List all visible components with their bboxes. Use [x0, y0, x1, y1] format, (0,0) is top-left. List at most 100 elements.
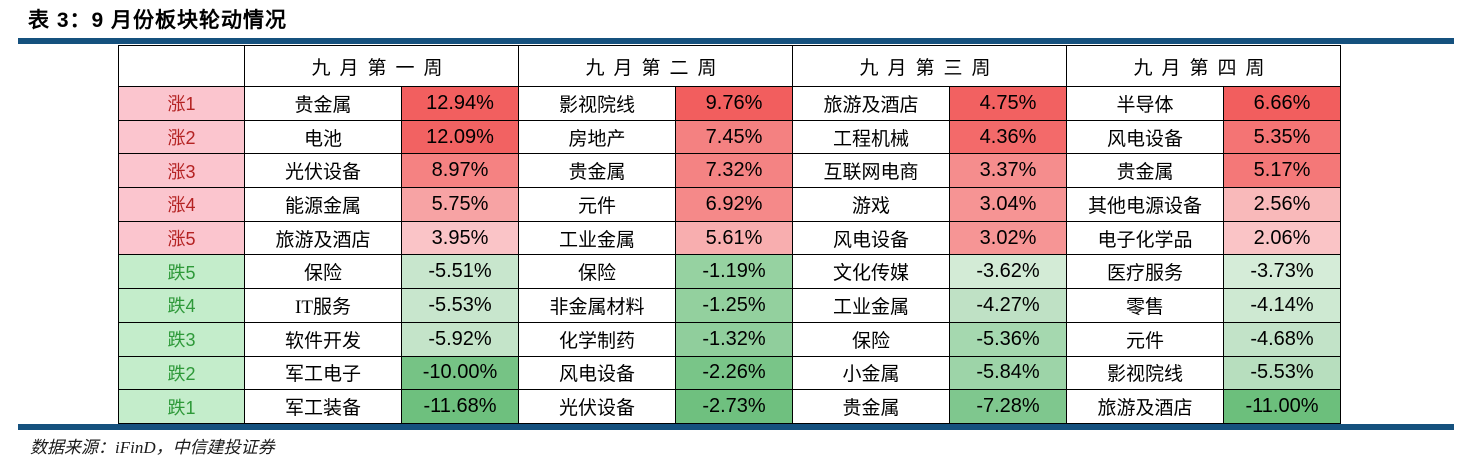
pct-cell: -5.53%: [1223, 355, 1341, 391]
pct-cell: 3.37%: [949, 153, 1067, 189]
pct-cell: -10.00%: [401, 355, 519, 391]
sector-cell: 保险: [518, 254, 676, 290]
pct-cell: 9.76%: [675, 86, 793, 121]
table-row: 跌1 军工装备 -11.68% 光伏设备 -2.73% 贵金属 -7.28% 旅游及酒店 -11…: [118, 389, 1341, 424]
sector-cell: 其他电源设备: [1066, 187, 1224, 222]
pct-cell: 12.09%: [401, 119, 519, 155]
table-row: 涨3 光伏设备 8.97% 贵金属 7.32% 互联网电商 3.37% 贵金属 5.17%: [118, 153, 1341, 189]
pct-cell: -2.73%: [675, 389, 793, 424]
table-row: 跌2 军工电子 -10.00% 风电设备 -2.26% 小金属 -5.84% 影视院线 -5.5…: [118, 355, 1341, 391]
rank-label-cell: 跌1: [118, 389, 245, 424]
table-row: 涨5 旅游及酒店 3.95% 工业金属 5.61% 风电设备 3.02% 电子化学品 2.06%: [118, 220, 1341, 256]
sector-cell: 旅游及酒店: [244, 220, 402, 256]
sector-cell: 保险: [244, 254, 402, 290]
table-row: 涨4 能源金属 5.75% 元件 6.92% 游戏 3.04% 其他电源设备 2.56%: [118, 187, 1341, 222]
week-header-row: 九月第一周 九月第二周 九月第三周 九月第四周: [118, 45, 1341, 87]
table-body: 涨1 贵金属 12.94% 影视院线 9.76% 旅游及酒店 4.75% 半导体 6.66% 涨2…: [118, 86, 1341, 424]
week-header: 九月第三周: [792, 45, 1067, 87]
pct-cell: -4.27%: [949, 288, 1067, 323]
sector-cell: 旅游及酒店: [1066, 389, 1224, 424]
sector-cell: 零售: [1066, 288, 1224, 323]
week-header: 九月第二周: [518, 45, 793, 87]
sector-cell: 元件: [518, 187, 676, 222]
table-title: 表 3：9 月份板块轮动情况: [28, 9, 288, 32]
pct-cell: -3.62%: [949, 254, 1067, 290]
pct-cell: 4.36%: [949, 119, 1067, 155]
sector-cell: 工业金属: [792, 288, 950, 323]
sector-cell: 半导体: [1066, 86, 1224, 121]
rank-label-cell: 涨5: [118, 220, 245, 256]
pct-cell: -1.25%: [675, 288, 793, 323]
sector-cell: 贵金属: [244, 86, 402, 121]
table-row: 跌4 IT服务 -5.53% 非金属材料 -1.25% 工业金属 -4.27% 零售 -4.14…: [118, 288, 1341, 323]
pct-cell: 3.02%: [949, 220, 1067, 256]
pct-cell: -2.26%: [675, 355, 793, 391]
table-row: 跌5 保险 -5.51% 保险 -1.19% 文化传媒 -3.62% 医疗服务 -3.73%: [118, 254, 1341, 290]
pct-cell: 5.17%: [1223, 153, 1341, 189]
sector-cell: 工程机械: [792, 119, 950, 155]
sector-cell: 贵金属: [792, 389, 950, 424]
pct-cell: -5.84%: [949, 355, 1067, 391]
sector-cell: 小金属: [792, 355, 950, 391]
pct-cell: -5.36%: [949, 321, 1067, 357]
pct-cell: 7.45%: [675, 119, 793, 155]
sector-cell: 电子化学品: [1066, 220, 1224, 256]
sector-cell: 旅游及酒店: [792, 86, 950, 121]
pct-cell: -5.92%: [401, 321, 519, 357]
pct-cell: -11.68%: [401, 389, 519, 424]
pct-cell: -5.53%: [401, 288, 519, 323]
data-source-note: 数据来源：iFinD，中信建投证券: [30, 438, 275, 457]
sector-cell: 非金属材料: [518, 288, 676, 323]
sector-cell: 风电设备: [1066, 119, 1224, 155]
sector-cell: 风电设备: [518, 355, 676, 391]
rank-label-cell: 涨3: [118, 153, 245, 189]
sector-rotation-table: 九月第一周 九月第二周 九月第三周 九月第四周 涨1 贵金属 12.94% 影视院线 9…: [118, 45, 1341, 424]
sector-cell: 影视院线: [1066, 355, 1224, 391]
pct-cell: 5.35%: [1223, 119, 1341, 155]
sector-cell: IT服务: [244, 288, 402, 323]
pct-cell: -7.28%: [949, 389, 1067, 424]
rank-label-cell: 跌2: [118, 355, 245, 391]
rank-label-cell: 跌4: [118, 288, 245, 323]
week-header: 九月第四周: [1066, 45, 1341, 87]
pct-cell: 6.66%: [1223, 86, 1341, 121]
pct-cell: 8.97%: [401, 153, 519, 189]
sector-cell: 光伏设备: [518, 389, 676, 424]
pct-cell: 5.75%: [401, 187, 519, 222]
sector-cell: 贵金属: [1066, 153, 1224, 189]
sector-cell: 游戏: [792, 187, 950, 222]
pct-cell: -5.51%: [401, 254, 519, 290]
top-divider-rule: [18, 38, 1454, 44]
pct-cell: 7.32%: [675, 153, 793, 189]
pct-cell: -1.32%: [675, 321, 793, 357]
week-header: 九月第一周: [244, 45, 519, 87]
sector-cell: 互联网电商: [792, 153, 950, 189]
corner-blank-cell: [118, 45, 245, 87]
pct-cell: 2.06%: [1223, 220, 1341, 256]
sector-cell: 保险: [792, 321, 950, 357]
sector-cell: 军工电子: [244, 355, 402, 391]
table-row: 涨2 电池 12.09% 房地产 7.45% 工程机械 4.36% 风电设备 5.35%: [118, 119, 1341, 155]
pct-cell: 12.94%: [401, 86, 519, 121]
rank-label-cell: 跌5: [118, 254, 245, 290]
pct-cell: 4.75%: [949, 86, 1067, 121]
pct-cell: -1.19%: [675, 254, 793, 290]
pct-cell: -11.00%: [1223, 389, 1341, 424]
pct-cell: -4.68%: [1223, 321, 1341, 357]
pct-cell: 3.04%: [949, 187, 1067, 222]
sector-cell: 元件: [1066, 321, 1224, 357]
pct-cell: -3.73%: [1223, 254, 1341, 290]
sector-cell: 化学制药: [518, 321, 676, 357]
rank-label-cell: 涨2: [118, 119, 245, 155]
sector-cell: 医疗服务: [1066, 254, 1224, 290]
table-row: 跌3 软件开发 -5.92% 化学制药 -1.32% 保险 -5.36% 元件 -4.68%: [118, 321, 1341, 357]
sector-cell: 电池: [244, 119, 402, 155]
sector-cell: 工业金属: [518, 220, 676, 256]
rank-label-cell: 涨4: [118, 187, 245, 222]
sector-cell: 军工装备: [244, 389, 402, 424]
table-row: 涨1 贵金属 12.94% 影视院线 9.76% 旅游及酒店 4.75% 半导体 6.66%: [118, 86, 1341, 121]
pct-cell: 2.56%: [1223, 187, 1341, 222]
sector-cell: 影视院线: [518, 86, 676, 121]
sector-cell: 贵金属: [518, 153, 676, 189]
pct-cell: 6.92%: [675, 187, 793, 222]
